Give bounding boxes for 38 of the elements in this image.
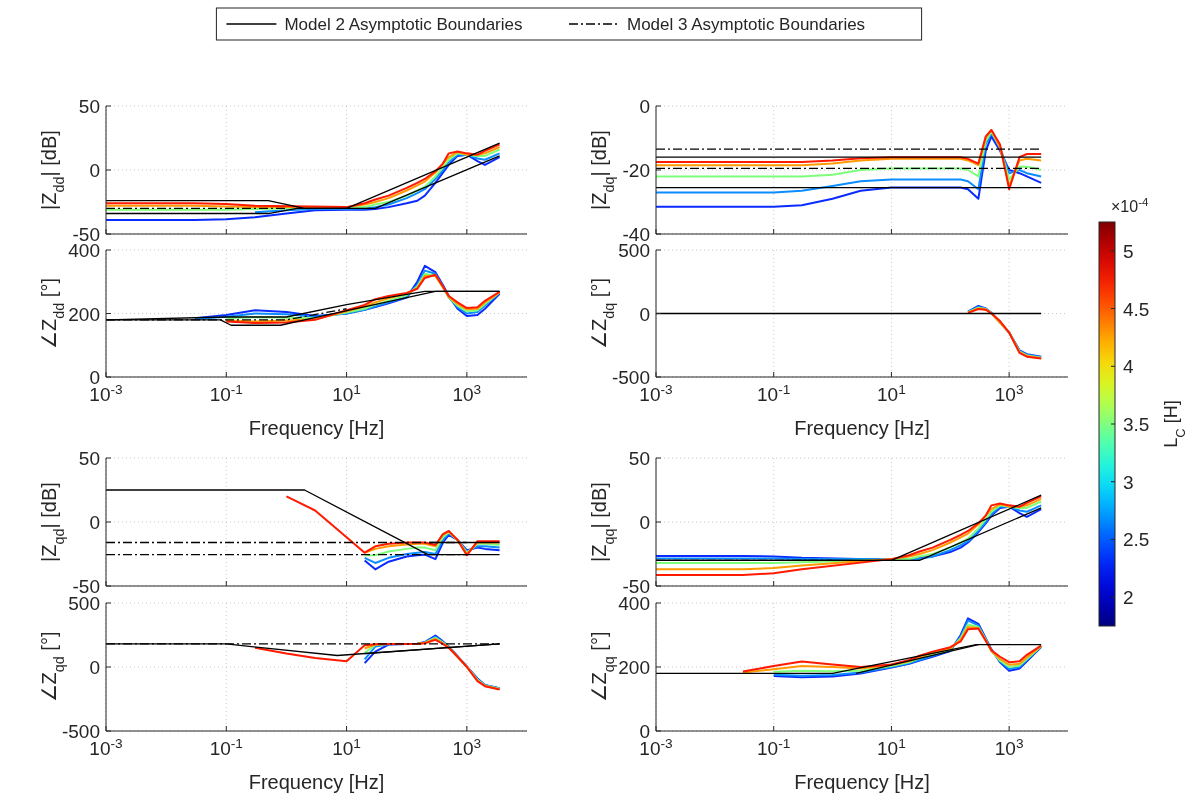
- x-tick-label: 10$^{-1}$: [757, 381, 791, 405]
- y-tick-label: -20: [622, 160, 650, 181]
- x-tick-label: 10$^{3}$: [994, 381, 1024, 405]
- y-tick-label: 50: [78, 96, 100, 117]
- y-tick-label: 0: [89, 160, 100, 181]
- y-tick-label: 0: [89, 657, 100, 678]
- x-tick-label: 10$^{1}$: [877, 381, 906, 405]
- color-bar-label: 2: [1123, 587, 1134, 609]
- x-tick-label: 10$^{1}$: [332, 381, 361, 405]
- color-bar-label: 4: [1123, 356, 1134, 378]
- y-tick-label: 0: [639, 96, 650, 117]
- y-tick-label: 50: [78, 448, 100, 469]
- x-tick-label: 10$^{3}$: [452, 735, 482, 759]
- y-tick-label: 200: [68, 303, 100, 325]
- legend-label: Model 3 Asymptotic Boundaries: [627, 15, 866, 34]
- x-tick-label: 10$^{-1}$: [209, 381, 243, 405]
- color-bar-label: 5: [1123, 240, 1134, 262]
- x-axis-title: Frequency [Hz]: [248, 417, 385, 439]
- color-bar-label: 3: [1123, 471, 1134, 493]
- x-tick-label: 10$^{3}$: [452, 381, 482, 405]
- color-bar-label: 4.5: [1123, 298, 1150, 320]
- color-bar-label: 3.5: [1123, 414, 1150, 435]
- y-tick-label: 0: [639, 512, 650, 533]
- x-tick-label: 10$^{-1}$: [757, 735, 791, 759]
- x-tick-label: 10$^{-1}$: [209, 735, 243, 759]
- x-axis-title: Frequency [Hz]: [248, 771, 385, 793]
- x-axis-title: Frequency [Hz]: [794, 771, 930, 793]
- y-tick-label: 0: [89, 512, 100, 533]
- x-tick-label: 10$^{3}$: [994, 735, 1024, 759]
- text: ×10$^{-4}$: [1111, 196, 1149, 215]
- y-tick-label: 200: [618, 657, 650, 678]
- y-tick-label: 0: [639, 303, 650, 325]
- y-tick-label: 50: [628, 448, 650, 469]
- x-tick-label: 10$^{1}$: [877, 735, 906, 759]
- x-tick-label: 10$^{1}$: [332, 735, 361, 759]
- color-bar-label: 2.5: [1123, 529, 1150, 551]
- x-axis-title: Frequency [Hz]: [794, 417, 930, 439]
- legend-label: Model 2 Asymptotic Boundaries: [284, 15, 523, 34]
